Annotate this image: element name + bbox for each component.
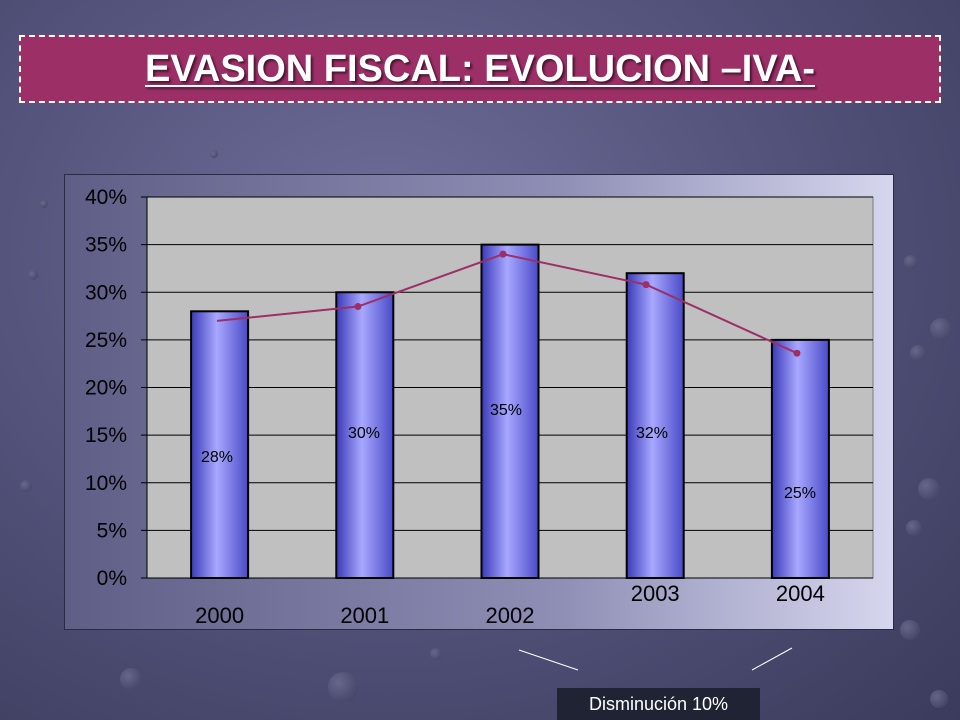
background-dot [28,270,38,280]
background-dot [120,668,142,690]
trend-point [354,303,362,311]
decrease-note-text: Disminución 10% [588,693,729,714]
background-dot [900,620,920,640]
background-dot [430,648,442,660]
x-tick-label: 2001 [340,603,389,628]
background-dot [930,318,952,340]
y-tick-label: 30% [85,281,127,304]
data-label: 30% [348,425,380,442]
bar-2000 [190,310,250,579]
annotation-line-left [518,649,579,671]
background-dot [210,150,218,158]
trend-point [793,349,801,357]
y-tick-label: 5% [97,519,127,542]
x-tick-label: 2000 [195,603,244,628]
y-tick-label: 25% [85,329,127,352]
y-tick-label: 10% [85,472,127,495]
data-label: 32% [636,425,668,442]
background-dot [906,520,922,536]
decrease-note: Disminución 10% [557,688,760,720]
page-title: EVASION FISCAL: EVOLUCION –IVA- [145,47,815,90]
background-dot [918,478,940,500]
data-label: 28% [201,449,233,466]
bar-2002 [480,243,540,579]
background-dot [930,690,948,708]
x-tick-label: 2003 [631,581,680,606]
title-banner: EVASION FISCAL: EVOLUCION –IVA- [19,35,941,103]
trend-point [642,281,650,289]
y-tick-label: 40% [85,186,127,209]
y-tick-label: 20% [85,377,127,400]
data-label: 35% [490,402,522,419]
background-dot [40,200,48,208]
background-dot [20,480,32,492]
bar-2004 [770,338,830,579]
y-tick-label: 35% [85,234,127,257]
data-label: 25% [784,485,816,502]
y-tick-label: 15% [85,424,127,447]
bar-2003 [625,272,685,579]
y-tick-label: 0% [97,567,127,590]
trend-point [499,250,507,258]
bar-2001 [335,291,395,579]
x-tick-label: 2004 [776,581,825,606]
background-dot [904,255,918,269]
background-dot [910,345,926,361]
x-tick-label: 2002 [486,603,535,628]
annotation-line-right [751,647,793,671]
background-dot [328,672,358,702]
